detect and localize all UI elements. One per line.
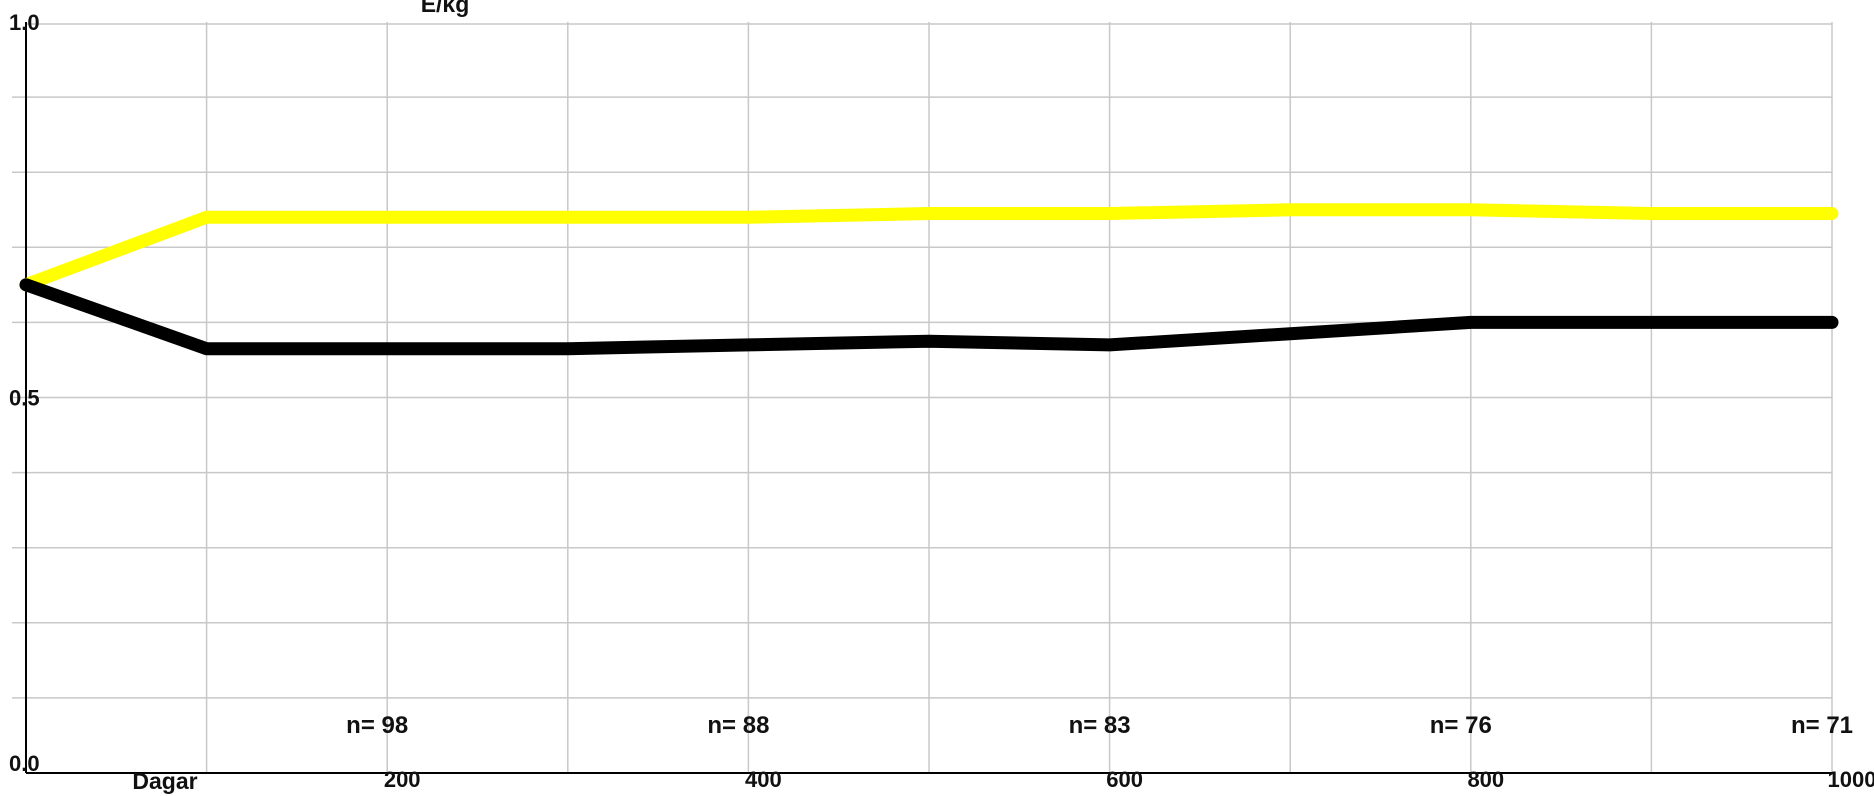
y-tick-label: 0.0 (9, 751, 40, 776)
y-axis-title: E/kg (421, 0, 470, 17)
y-tick-label: 0.5 (9, 386, 40, 411)
sample-size-label: n= 71 (1791, 712, 1853, 739)
axes (25, 22, 1832, 774)
x-axis-title: Dagar (132, 768, 197, 794)
series-line-2 (19, 278, 1839, 356)
series (19, 203, 1839, 356)
x-tick-label: 1000 (1828, 767, 1874, 792)
grid (12, 22, 1833, 773)
y-tick-label: 1.0 (9, 10, 40, 35)
series-line-1 (19, 203, 1839, 292)
x-tick-label: 200 (384, 767, 421, 792)
x-tick-label: 800 (1467, 767, 1504, 792)
sample-size-label: n= 83 (1069, 712, 1131, 739)
sample-size-label: n= 76 (1430, 712, 1492, 739)
x-tick-label: 600 (1106, 767, 1143, 792)
sample-size-label: n= 88 (707, 712, 769, 739)
labels: E/kg 0.0 0.5 1.0 Dagar 200 400 600 800 1000 n= 98… (9, 0, 1874, 794)
x-tick-label: 400 (745, 767, 782, 792)
sample-size-label: n= 98 (346, 712, 408, 739)
